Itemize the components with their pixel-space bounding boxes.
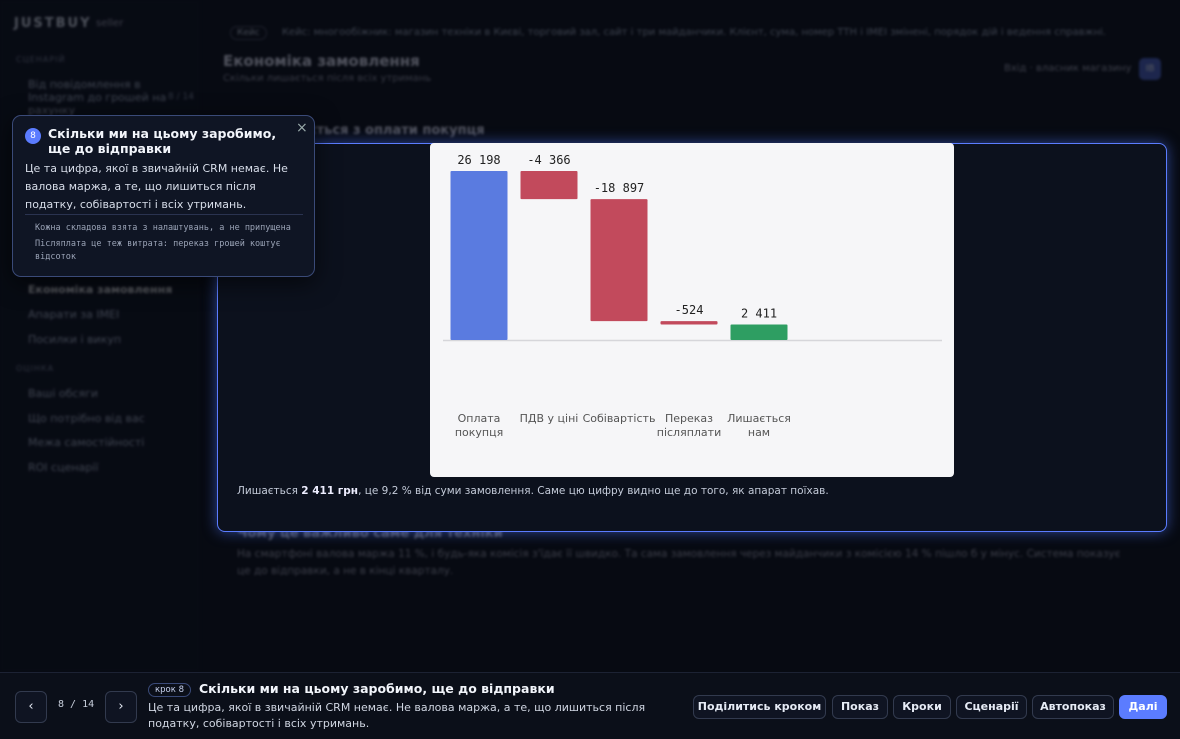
bar bbox=[590, 199, 648, 322]
page-subtitle: Скільки лишається після всіх утримань bbox=[223, 73, 432, 84]
category-label: ПДВ у ціні bbox=[519, 412, 579, 425]
close-button[interactable]: × bbox=[296, 120, 308, 136]
bullet: Кожна складова взята з налаштувань, а не… bbox=[35, 223, 291, 233]
nav-item[interactable]: Межа самостійності bbox=[28, 436, 145, 449]
tour-button[interactable]: Далі bbox=[1119, 695, 1167, 719]
nav-item[interactable]: Ваші обсяги bbox=[28, 387, 99, 400]
bar bbox=[450, 171, 508, 340]
sidebar: JUSTBUY seller Сценарій Від повідомлення… bbox=[0, 0, 200, 672]
tour-button[interactable]: Показ bbox=[832, 695, 888, 719]
bullet: Післяплата це теж витрата: переказ гроше… bbox=[35, 239, 281, 262]
popover: 8 Скільки ми на цьому заробимо, ще до ві… bbox=[12, 115, 315, 277]
step-body: Це та цифра, якої в звичайній CRM немає.… bbox=[148, 701, 646, 730]
section-text: На смартфоні валова маржа 11 %, і будь-я… bbox=[237, 548, 1121, 577]
next-button[interactable]: › bbox=[105, 691, 137, 723]
popover-title: Скільки ми на цьому заробимо, ще до відп… bbox=[48, 126, 277, 156]
value-label: -524 bbox=[675, 303, 704, 317]
logo: JUSTBUY bbox=[14, 16, 92, 31]
case-pill: Кейс bbox=[230, 26, 267, 40]
value-label: 2 411 bbox=[741, 306, 777, 320]
section-label: Сценарій bbox=[16, 55, 66, 64]
category-label: Собівартість bbox=[582, 412, 656, 425]
bar bbox=[660, 321, 718, 325]
tour-button[interactable]: Поділитись кроком bbox=[693, 695, 826, 719]
scenario-link[interactable]: Від повідомлення в Instagram до грошей н… bbox=[28, 78, 167, 117]
section-label: Оцінка bbox=[16, 364, 55, 373]
popover-body: Це та цифра, якої в звичайній CRM немає.… bbox=[25, 162, 288, 211]
value-label: 26 198 bbox=[457, 153, 500, 167]
caption-text: Лишається bbox=[237, 485, 302, 497]
nav-item[interactable]: Апарати за IMEI bbox=[28, 308, 120, 321]
avatar[interactable]: ІВ bbox=[1139, 58, 1161, 80]
nav-item[interactable]: Посилки і викуп bbox=[28, 333, 122, 346]
login[interactable]: Вхід · власник магазину bbox=[1004, 63, 1132, 74]
scenario-count: 8 / 14 bbox=[168, 92, 194, 102]
tour-bar: ‹ 8 / 14 › крок 8 Скільки ми на цьому за… bbox=[0, 672, 1180, 739]
nav-item[interactable]: ROI сценарії bbox=[28, 460, 99, 474]
caption: Лишається 2 411 грн, це 9,2 % від суми з… bbox=[237, 485, 829, 497]
breadcrumb-text: Кейс: многообіжник: магазин техніки в Ки… bbox=[281, 27, 1107, 38]
step-pill: крок 8 bbox=[148, 683, 191, 697]
tour-button[interactable]: Автопоказ bbox=[1032, 695, 1114, 719]
category-label: Переказ післяплати bbox=[656, 412, 722, 439]
caption-text: , це 9,2 % від суми замовлення. Саме цю … bbox=[358, 485, 829, 497]
waterfall-chart: 26 198 -4 366 -18 897 -524 2 411 bbox=[443, 153, 942, 342]
tour-button[interactable]: Сценарії bbox=[956, 695, 1027, 719]
logo-tag: seller bbox=[96, 18, 124, 29]
category-label: Оплата покупця bbox=[454, 412, 504, 439]
step-counter: 8 / 14 bbox=[58, 699, 95, 710]
tour-button[interactable]: Кроки bbox=[893, 695, 951, 719]
prev-button[interactable]: ‹ bbox=[15, 691, 47, 723]
value-label: -18 897 bbox=[594, 181, 645, 195]
caption-bold: 2 411 грн bbox=[301, 485, 359, 497]
value-label: -4 366 bbox=[527, 153, 570, 167]
bar bbox=[730, 324, 788, 340]
category-label: Лишається нам bbox=[727, 412, 791, 439]
breadcrumb: Кейс Кейс: многообіжник: магазин техніки… bbox=[230, 20, 1160, 40]
step-title: Скільки ми на цьому заробимо, ще до відп… bbox=[199, 681, 555, 696]
step-badge: 8 bbox=[25, 128, 41, 144]
nav-item[interactable]: Що потрібно від вас bbox=[28, 411, 145, 425]
chart-box: 26 198 -4 366 -18 897 -524 2 411 Оплата поку… bbox=[430, 143, 954, 477]
bar bbox=[520, 171, 578, 200]
page-title: Економіка замовлення bbox=[223, 52, 420, 70]
nav-item[interactable]: Економіка замовлення bbox=[28, 283, 173, 296]
divider bbox=[25, 214, 303, 215]
